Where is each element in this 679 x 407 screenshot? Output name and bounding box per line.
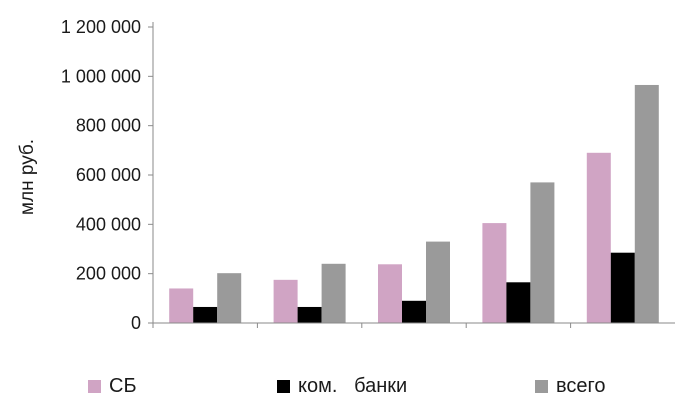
bar-total-2010 bbox=[634, 84, 659, 323]
legend: СБ ком. банки всего bbox=[0, 375, 679, 405]
legend-item-com-banks: ком. банки bbox=[277, 375, 407, 398]
y-tick-label: 800 000 bbox=[76, 116, 141, 136]
bar-sb-2010 bbox=[586, 152, 611, 323]
bar-com-banks-2008 bbox=[402, 300, 426, 323]
legend-swatch-sb bbox=[88, 380, 101, 393]
bar-total-2009 bbox=[530, 182, 555, 323]
bar-chart: млн руб. 0 200 000 400 000 600 000 800 000 1 … bbox=[17, 17, 675, 333]
y-axis-label: млн руб. bbox=[17, 139, 38, 215]
bar-com-banks-2009 bbox=[506, 282, 531, 323]
bar-total-2008 bbox=[426, 241, 450, 323]
bar-sb-2007 bbox=[273, 279, 298, 323]
bar-com-banks-2010 bbox=[610, 252, 635, 323]
bar-com-banks-2006 bbox=[193, 306, 218, 323]
legend-label-total: всего bbox=[556, 375, 606, 397]
legend-item-sb: СБ bbox=[88, 375, 137, 398]
bars bbox=[169, 84, 659, 323]
legend-swatch-total bbox=[535, 380, 548, 393]
y-tick-label: 1 200 000 bbox=[61, 17, 141, 37]
legend-swatch-com-banks bbox=[277, 380, 290, 393]
bar-total-2007 bbox=[321, 263, 346, 323]
bar-com-banks-2007 bbox=[297, 306, 322, 323]
bar-total-2006 bbox=[217, 273, 242, 323]
bar-sb-2006 bbox=[169, 288, 194, 323]
y-tick-label: 1 000 000 bbox=[61, 66, 141, 86]
legend-item-total: всего bbox=[535, 375, 606, 398]
y-tick-label: 400 000 bbox=[76, 214, 141, 234]
bar-sb-2009 bbox=[482, 223, 507, 323]
bar-sb-2008 bbox=[378, 264, 402, 323]
y-tick-label: 0 bbox=[131, 313, 141, 333]
y-tick-label: 200 000 bbox=[76, 264, 141, 284]
y-axis-ticks: 0 200 000 400 000 600 000 800 000 1 000 000 1 … bbox=[61, 17, 153, 333]
y-tick-label: 600 000 bbox=[76, 165, 141, 185]
legend-label-sb: СБ bbox=[109, 375, 137, 397]
legend-label-com-banks: ком. банки bbox=[298, 375, 408, 397]
x-axis-ticks: 20062007200820092010 bbox=[152, 323, 572, 328]
